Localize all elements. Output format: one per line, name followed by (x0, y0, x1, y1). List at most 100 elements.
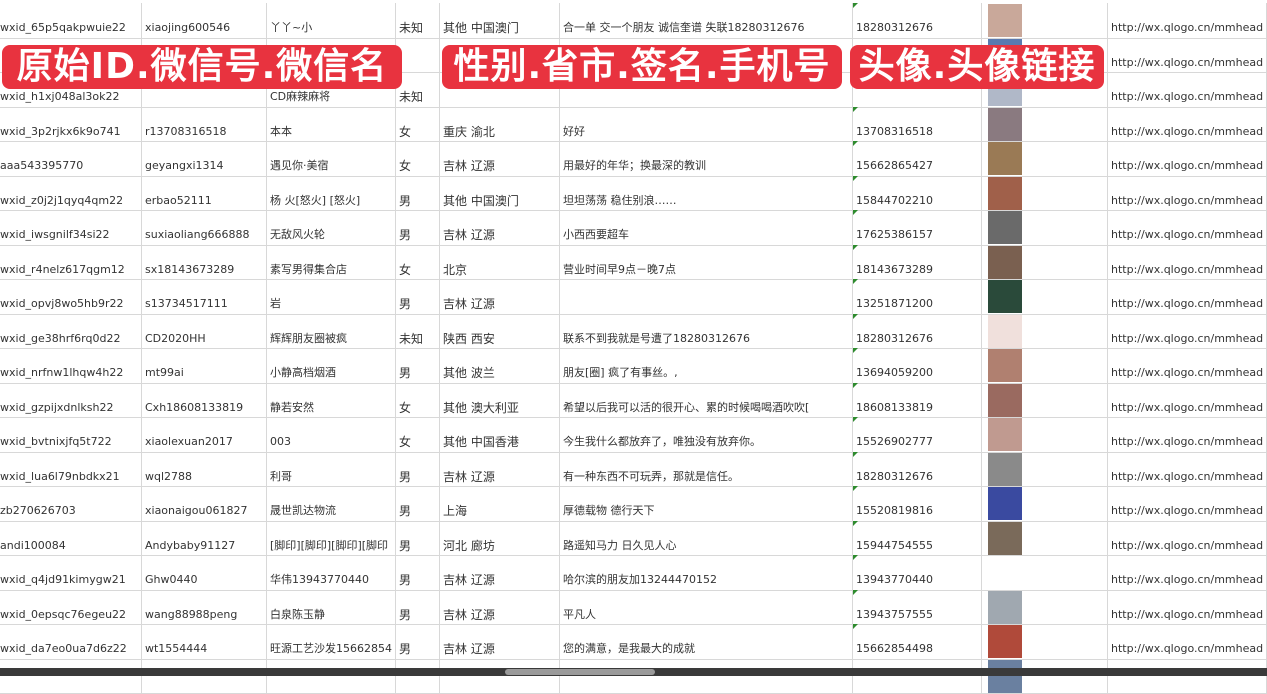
cell-original-id[interactable]: wxid_iwsgnilf34si22 (0, 210, 142, 245)
cell-region[interactable]: 其他 中国香港 (440, 417, 560, 452)
cell-wechat-name[interactable]: 静若安然 (267, 383, 396, 418)
cell-phone[interactable]: 13694059200 (853, 348, 982, 383)
cell-original-id[interactable]: wxid_3p2rjkx6k9o741 (0, 107, 142, 142)
cell-wechat-id[interactable]: mt99ai (142, 348, 267, 383)
cell-signature[interactable]: 希望以后我可以活的很开心、累的时候喝喝酒吹吹[ (560, 383, 853, 418)
cell-wechat-id[interactable]: Andybaby91127 (142, 521, 267, 556)
cell-signature[interactable]: 朋友[圈] 疯了有事丝。, (560, 348, 853, 383)
cell-region[interactable]: 吉林 辽源 (440, 590, 560, 625)
cell-original-id[interactable]: wxid_da7eo0ua7d6z22 (0, 624, 142, 659)
cell-gender[interactable]: 未知 (396, 314, 440, 349)
cell-signature[interactable]: 合一单 交一个朋友 诚信奎谱 失联18280312676 (560, 3, 853, 38)
cell-avatar-url[interactable]: http://wx.qlogo.cn/mmhead (1108, 38, 1267, 73)
cell-wechat-id[interactable]: CD2020HH (142, 314, 267, 349)
cell-phone[interactable]: 15944754555 (853, 521, 982, 556)
cell-original-id[interactable]: wxid_z0j2j1qyq4qm22 (0, 176, 142, 211)
cell-avatar-url[interactable]: http://wx.qlogo.cn/mmhead (1108, 314, 1267, 349)
cell-gender[interactable]: 男 (396, 555, 440, 590)
cell-original-id[interactable]: wxid_65p5qakpwuie22 (0, 3, 142, 38)
cell-region[interactable]: 其他 中国澳门 (440, 3, 560, 38)
cell-original-id[interactable]: wxid_lua6l79nbdkx21 (0, 452, 142, 487)
cell-gender[interactable]: 女 (396, 417, 440, 452)
cell-avatar[interactable] (982, 107, 1108, 142)
cell-original-id[interactable]: wxid_r4nelz617qgm12 (0, 245, 142, 280)
cell-gender[interactable]: 女 (396, 245, 440, 280)
cell-avatar[interactable] (982, 383, 1108, 418)
cell-original-id[interactable]: andi100084 (0, 521, 142, 556)
cell-phone[interactable]: 13251871200 (853, 279, 982, 314)
cell-signature[interactable]: 平凡人 (560, 590, 853, 625)
cell-signature[interactable]: 厚德载物 德行天下 (560, 486, 853, 521)
cell-phone[interactable]: 18280312676 (853, 314, 982, 349)
cell-original-id[interactable]: wxid_gzpijxdnlksh22 (0, 383, 142, 418)
cell-wechat-name[interactable]: 丫丫~小 (267, 3, 396, 38)
cell-gender[interactable]: 女 (396, 141, 440, 176)
cell-original-id[interactable]: wxid_0epsqc76egeu22 (0, 590, 142, 625)
cell-gender[interactable]: 女 (396, 107, 440, 142)
cell-avatar[interactable] (982, 141, 1108, 176)
cell-original-id[interactable]: wxid_nrfnw1lhqw4h22 (0, 348, 142, 383)
cell-wechat-name[interactable]: 本本 (267, 107, 396, 142)
cell-avatar-url[interactable]: http://wx.qlogo.cn/mmhead (1108, 279, 1267, 314)
cell-wechat-id[interactable]: Cxh18608133819 (142, 383, 267, 418)
cell-avatar-url[interactable]: http://wx.qlogo.cn/mmhead (1108, 486, 1267, 521)
cell-signature[interactable]: 用最好的年华；换最深的教训 (560, 141, 853, 176)
cell-avatar-url[interactable]: http://wx.qlogo.cn/mmhead (1108, 176, 1267, 211)
cell-avatar-url[interactable]: http://wx.qlogo.cn/mmhead (1108, 3, 1267, 38)
cell-region[interactable]: 其他 波兰 (440, 348, 560, 383)
cell-phone[interactable]: 13943757555 (853, 590, 982, 625)
cell-region[interactable]: 上海 (440, 486, 560, 521)
cell-gender[interactable]: 男 (396, 521, 440, 556)
cell-avatar[interactable] (982, 210, 1108, 245)
cell-avatar[interactable] (982, 624, 1108, 659)
cell-phone[interactable]: 17625386157 (853, 210, 982, 245)
cell-region[interactable]: 陕西 西安 (440, 314, 560, 349)
cell-avatar-url[interactable]: http://wx.qlogo.cn/mmhead (1108, 624, 1267, 659)
cell-region[interactable]: 吉林 辽源 (440, 141, 560, 176)
cell-wechat-name[interactable]: 华伟13943770440 (267, 555, 396, 590)
cell-signature[interactable]: 坦坦荡荡 稳住别浪…… (560, 176, 853, 211)
cell-avatar[interactable] (982, 3, 1108, 38)
cell-avatar[interactable] (982, 555, 1108, 590)
cell-signature[interactable]: 小西西要超车 (560, 210, 853, 245)
cell-avatar-url[interactable]: http://wx.qlogo.cn/mmhead (1108, 452, 1267, 487)
cell-wechat-id[interactable]: r13708316518 (142, 107, 267, 142)
cell-wechat-id[interactable]: suxiaoliang666888 (142, 210, 267, 245)
cell-signature[interactable]: 路遥知马力 日久见人心 (560, 521, 853, 556)
cell-original-id[interactable]: wxid_bvtnixjfq5t722 (0, 417, 142, 452)
cell-wechat-name[interactable]: 岩 (267, 279, 396, 314)
cell-original-id[interactable]: zb270626703 (0, 486, 142, 521)
cell-signature[interactable]: 哈尔滨的朋友加13244470152 (560, 555, 853, 590)
cell-gender[interactable]: 女 (396, 383, 440, 418)
cell-region[interactable]: 吉林 辽源 (440, 624, 560, 659)
cell-signature[interactable]: 联系不到我就是号遭了18280312676 (560, 314, 853, 349)
cell-region[interactable]: 其他 澳大利亚 (440, 383, 560, 418)
cell-region[interactable]: 吉林 辽源 (440, 555, 560, 590)
cell-original-id[interactable]: wxid_opvj8wo5hb9r22 (0, 279, 142, 314)
cell-gender[interactable]: 未知 (396, 72, 440, 107)
cell-avatar-url[interactable]: http://wx.qlogo.cn/mmhead (1108, 210, 1267, 245)
cell-region[interactable]: 其他 中国澳门 (440, 176, 560, 211)
cell-gender[interactable] (396, 38, 440, 73)
cell-avatar-url[interactable]: http://wx.qlogo.cn/mmhead (1108, 348, 1267, 383)
cell-wechat-id[interactable]: sx18143673289 (142, 245, 267, 280)
cell-avatar-url[interactable]: http://wx.qlogo.cn/mmhead (1108, 555, 1267, 590)
cell-wechat-id[interactable]: Ghw0440 (142, 555, 267, 590)
horizontal-scrollbar[interactable] (0, 668, 1267, 676)
cell-signature[interactable]: 您的满意，是我最大的成就 (560, 624, 853, 659)
cell-avatar[interactable] (982, 176, 1108, 211)
cell-avatar[interactable] (982, 348, 1108, 383)
cell-wechat-name[interactable]: 003 (267, 417, 396, 452)
cell-wechat-name[interactable]: 白泉陈玉静 (267, 590, 396, 625)
scrollbar-thumb[interactable] (505, 669, 655, 675)
cell-avatar[interactable] (982, 245, 1108, 280)
cell-phone[interactable]: 15520819816 (853, 486, 982, 521)
cell-wechat-name[interactable]: 晟世凯达物流 (267, 486, 396, 521)
cell-phone[interactable]: 15844702210 (853, 176, 982, 211)
cell-wechat-id[interactable]: wang88988peng (142, 590, 267, 625)
cell-signature[interactable] (560, 279, 853, 314)
cell-gender[interactable]: 男 (396, 176, 440, 211)
cell-signature[interactable]: 好好 (560, 107, 853, 142)
cell-gender[interactable]: 男 (396, 624, 440, 659)
cell-gender[interactable]: 男 (396, 452, 440, 487)
